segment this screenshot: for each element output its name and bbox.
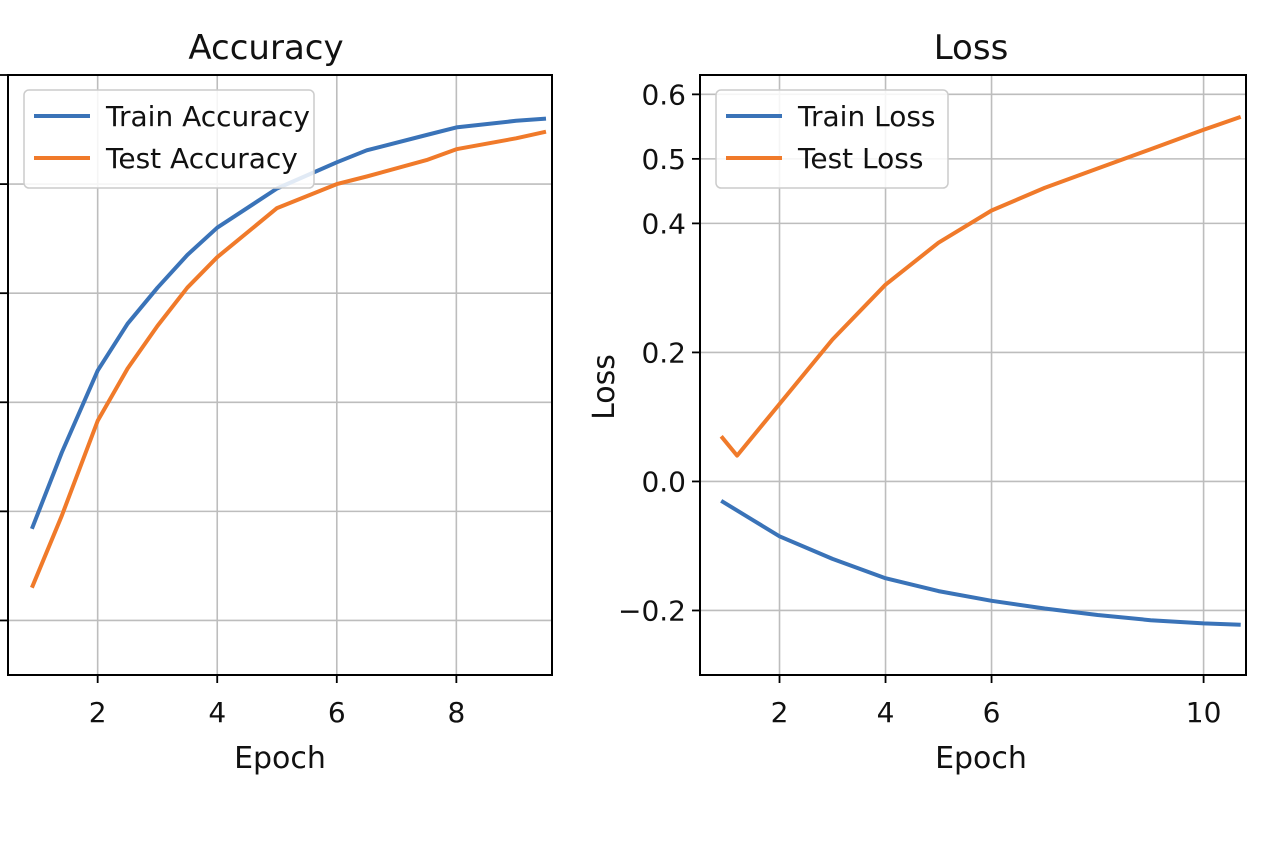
- loss-plot-frame: [699, 74, 1247, 676]
- loss-y-tick-label: 0.4: [641, 207, 686, 240]
- loss-series-train-line: [720, 499, 1241, 627]
- accuracy-legend-label-train: Train Accuracy: [105, 100, 310, 133]
- loss-chart-title: Loss: [934, 28, 1009, 68]
- loss-x-axis-label: Epoch: [935, 741, 1027, 776]
- loss-y-tick-label: 0.2: [641, 336, 686, 369]
- loss-x-tick-label: 4: [877, 696, 895, 729]
- loss-x-tick-label: 6: [983, 696, 1001, 729]
- loss-legend-label-test: Test Loss: [797, 142, 923, 175]
- loss-y-tick-label: −0.2: [618, 594, 686, 627]
- accuracy-series-test-line: [30, 129, 547, 589]
- accuracy-x-tick-label: 8: [447, 696, 465, 729]
- accuracy-series-train-line: [30, 116, 547, 530]
- loss-x-tick-label: 10: [1186, 696, 1222, 729]
- loss-y-tick-label: 0.5: [641, 143, 686, 176]
- loss-legend-label-train: Train Loss: [797, 100, 936, 133]
- accuracy-chart: 2 4 6 8 Train Accuracy Test Accuracy Accuracy E…: [0, 28, 553, 776]
- accuracy-chart-title: Accuracy: [188, 28, 343, 68]
- loss-y-tick-label: 0.6: [641, 78, 686, 111]
- accuracy-x-tick-label: 2: [89, 696, 107, 729]
- accuracy-legend-label-test: Test Accuracy: [105, 142, 298, 175]
- accuracy-x-tick-label: 6: [328, 696, 346, 729]
- loss-y-tick-label: 0.0: [641, 465, 686, 498]
- loss-y-axis-label: Loss: [587, 354, 622, 420]
- loss-chart: 2 4 6 10 −0.2 0.0 0.2 0.4 0.5 0.6 Train Loss Test L…: [587, 28, 1247, 776]
- accuracy-plot-frame: [7, 74, 553, 676]
- accuracy-x-tick-label: 4: [208, 696, 226, 729]
- loss-x-tick-label: 2: [771, 696, 789, 729]
- accuracy-legend-box: [23, 89, 315, 189]
- accuracy-x-axis-label: Epoch: [234, 741, 326, 776]
- loss-series-test-line: [719, 115, 1242, 458]
